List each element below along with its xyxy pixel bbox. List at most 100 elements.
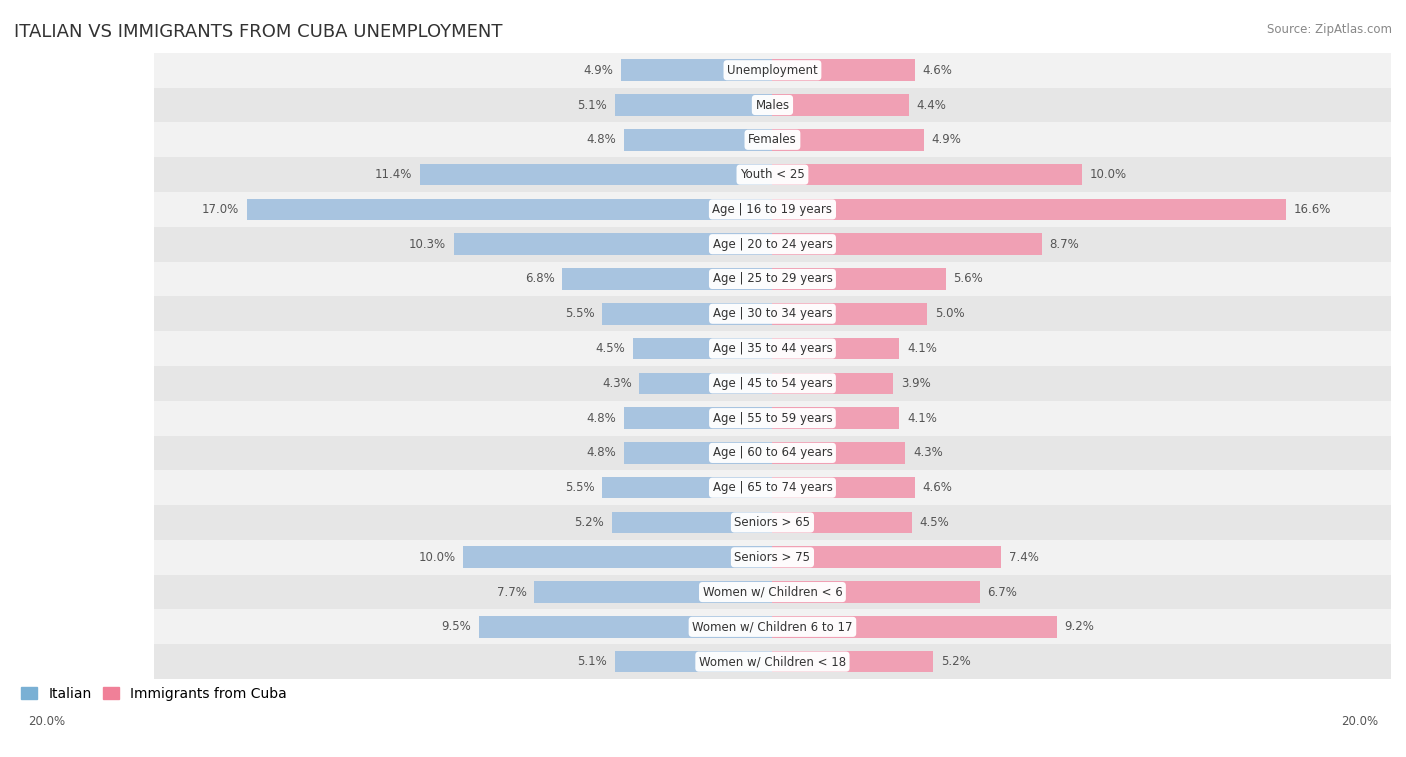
Bar: [153, 644, 1391, 679]
Bar: [772, 95, 908, 116]
Text: Age | 16 to 19 years: Age | 16 to 19 years: [713, 203, 832, 216]
Bar: [772, 651, 934, 672]
Text: 5.5%: 5.5%: [565, 307, 595, 320]
Text: 4.5%: 4.5%: [920, 516, 949, 529]
Bar: [153, 609, 1391, 644]
Text: Unemployment: Unemployment: [727, 64, 818, 76]
Text: 5.1%: 5.1%: [578, 655, 607, 668]
Text: 10.0%: 10.0%: [419, 551, 456, 564]
Text: Age | 55 to 59 years: Age | 55 to 59 years: [713, 412, 832, 425]
Text: Women w/ Children < 18: Women w/ Children < 18: [699, 655, 846, 668]
Text: 4.4%: 4.4%: [917, 98, 946, 111]
Text: 20.0%: 20.0%: [28, 715, 65, 728]
Text: 4.1%: 4.1%: [907, 342, 936, 355]
Text: 7.4%: 7.4%: [1010, 551, 1039, 564]
Bar: [640, 372, 772, 394]
Text: 20.0%: 20.0%: [1341, 715, 1378, 728]
Text: Youth < 25: Youth < 25: [740, 168, 804, 181]
Text: Females: Females: [748, 133, 797, 146]
Bar: [602, 303, 772, 325]
Bar: [153, 227, 1391, 262]
Bar: [614, 651, 772, 672]
Text: 8.7%: 8.7%: [1049, 238, 1078, 251]
Text: Age | 60 to 64 years: Age | 60 to 64 years: [713, 447, 832, 459]
Text: Women w/ Children < 6: Women w/ Children < 6: [703, 586, 842, 599]
Text: 4.9%: 4.9%: [583, 64, 613, 76]
Bar: [633, 338, 772, 360]
Bar: [772, 512, 911, 533]
Bar: [772, 407, 900, 429]
Bar: [772, 164, 1081, 185]
Text: 4.1%: 4.1%: [907, 412, 936, 425]
Text: 5.2%: 5.2%: [941, 655, 970, 668]
Bar: [772, 442, 905, 464]
Text: 10.0%: 10.0%: [1090, 168, 1126, 181]
Text: Age | 65 to 74 years: Age | 65 to 74 years: [713, 481, 832, 494]
Text: Seniors > 65: Seniors > 65: [734, 516, 810, 529]
Bar: [621, 60, 772, 81]
Text: Seniors > 75: Seniors > 75: [734, 551, 810, 564]
Text: 9.2%: 9.2%: [1064, 620, 1095, 634]
Text: Age | 35 to 44 years: Age | 35 to 44 years: [713, 342, 832, 355]
Bar: [478, 616, 772, 637]
Text: 5.6%: 5.6%: [953, 273, 983, 285]
Text: 10.3%: 10.3%: [409, 238, 446, 251]
Text: 5.5%: 5.5%: [565, 481, 595, 494]
Bar: [153, 505, 1391, 540]
Bar: [153, 331, 1391, 366]
Bar: [624, 129, 772, 151]
Bar: [420, 164, 772, 185]
Text: 5.2%: 5.2%: [574, 516, 605, 529]
Bar: [772, 129, 924, 151]
Bar: [153, 262, 1391, 297]
Text: 3.9%: 3.9%: [901, 377, 931, 390]
Text: 17.0%: 17.0%: [201, 203, 239, 216]
Text: Women w/ Children 6 to 17: Women w/ Children 6 to 17: [692, 620, 852, 634]
Bar: [153, 435, 1391, 470]
Bar: [612, 512, 772, 533]
Text: Age | 45 to 54 years: Age | 45 to 54 years: [713, 377, 832, 390]
Text: 5.0%: 5.0%: [935, 307, 965, 320]
Bar: [153, 540, 1391, 575]
Bar: [772, 372, 893, 394]
Bar: [772, 60, 915, 81]
Bar: [772, 616, 1057, 637]
Text: 4.8%: 4.8%: [586, 412, 616, 425]
Text: Males: Males: [755, 98, 790, 111]
Bar: [772, 581, 980, 603]
Text: Age | 20 to 24 years: Age | 20 to 24 years: [713, 238, 832, 251]
Text: 4.5%: 4.5%: [596, 342, 626, 355]
Text: 6.7%: 6.7%: [987, 586, 1018, 599]
Bar: [153, 366, 1391, 400]
Text: Source: ZipAtlas.com: Source: ZipAtlas.com: [1267, 23, 1392, 36]
Text: Age | 30 to 34 years: Age | 30 to 34 years: [713, 307, 832, 320]
Bar: [614, 95, 772, 116]
Text: 16.6%: 16.6%: [1294, 203, 1331, 216]
Bar: [624, 442, 772, 464]
Bar: [772, 233, 1042, 255]
Text: 4.3%: 4.3%: [912, 447, 943, 459]
Text: 4.3%: 4.3%: [602, 377, 631, 390]
Bar: [562, 268, 772, 290]
Text: Age | 25 to 29 years: Age | 25 to 29 years: [713, 273, 832, 285]
Bar: [153, 157, 1391, 192]
Bar: [772, 198, 1286, 220]
Bar: [153, 575, 1391, 609]
Bar: [602, 477, 772, 499]
Text: 9.5%: 9.5%: [441, 620, 471, 634]
Text: 4.8%: 4.8%: [586, 133, 616, 146]
Bar: [153, 53, 1391, 88]
Text: 4.6%: 4.6%: [922, 64, 952, 76]
Bar: [772, 477, 915, 499]
Bar: [153, 192, 1391, 227]
Text: 4.8%: 4.8%: [586, 447, 616, 459]
Bar: [772, 547, 1001, 568]
Bar: [246, 198, 772, 220]
Bar: [772, 303, 927, 325]
Bar: [772, 338, 900, 360]
Legend: Italian, Immigrants from Cuba: Italian, Immigrants from Cuba: [15, 681, 292, 706]
Text: 4.6%: 4.6%: [922, 481, 952, 494]
Text: 4.9%: 4.9%: [932, 133, 962, 146]
Bar: [153, 470, 1391, 505]
Text: 6.8%: 6.8%: [524, 273, 554, 285]
